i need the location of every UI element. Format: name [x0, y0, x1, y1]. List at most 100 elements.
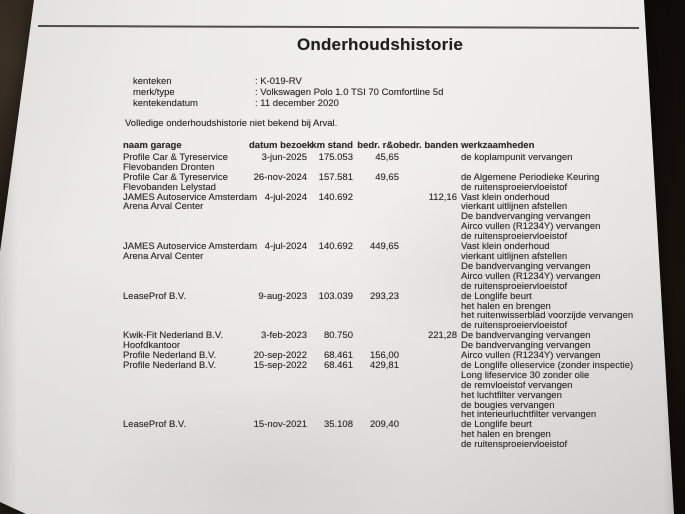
amount-banden-cell: 221,28 [427, 330, 457, 342]
amount-ro-cell: 293,23 [369, 290, 399, 302]
werkzaamheden-item: Airco vullen (R1234Y) vervangen [461, 270, 601, 282]
werkzaamheden-item: de Longlife beurt [461, 290, 532, 302]
werkzaamheden-item: de Algemene Periodieke Keuring [461, 171, 600, 183]
werkzaamheden-item: Vast klein onderhoud [461, 191, 550, 203]
werkzaamheden-item: de koplampunit vervangen [461, 151, 573, 163]
table-row: Profile Nederland B.V. 15-sep-2022 68.46… [123, 361, 646, 420]
garage-cell: Profile Car & Tyreservice Flevobanden Le… [123, 171, 249, 193]
visit-date-cell: 3-jun-2025 [261, 151, 307, 163]
garage-name-line1: Profile Nederland B.V. [123, 359, 217, 371]
top-rule-line [37, 25, 640, 29]
table-row: Kwik-Fit Nederland B.V. Hoofdkantoor 3-f… [123, 331, 646, 351]
field-label: merk/type [133, 86, 175, 98]
werkzaamheden-item: vierkant uitlijnen afstellen [461, 201, 568, 213]
field-label: kenteken [133, 76, 172, 87]
werkzaamheden-item: De bandvervanging vervangen [461, 330, 591, 342]
werkzaamheden-item: Vast klein onderhoud [461, 241, 550, 253]
odometer-cell: 140.692 [318, 191, 353, 203]
vehicle-field-row: kentekendatum : 11 december 2020 [133, 97, 443, 110]
werkzaamheden-item: Airco vullen (R1234Y) vervangen [461, 221, 601, 233]
werkzaamheden-item: de ruitensproeiervloeistof [461, 439, 568, 451]
garage-cell: Profile Nederland B.V. [123, 361, 249, 371]
garage-cell: LeaseProf B.V. [123, 420, 249, 430]
field-label: kentekendatum [133, 97, 198, 109]
garage-cell: JAMES Autoservice Amsterdam Arena Arval … [123, 192, 257, 213]
garage-name-line2: Hoofdkantoor [123, 340, 181, 352]
field-value: : Volkswagen Polo 1.0 TSI 70 Comfortline… [255, 86, 444, 98]
werkzaamheden-cell: De bandvervanging vervangen De bandvervan… [457, 331, 646, 351]
amount-ro-cell: 449,65 [369, 241, 399, 253]
werkzaamheden-item: de ruitensproeiervloeistof [461, 320, 568, 332]
vehicle-info: kenteken : K-019-RV merk/type : Volkswag… [133, 76, 444, 110]
garage-cell: Profile Nederland B.V. [123, 351, 249, 361]
werkzaamheden-item: het halen en brengen [461, 300, 551, 312]
garage-name-line2: Arena Arval Center [123, 201, 204, 213]
header-km-stand: km stand [311, 140, 353, 151]
werkzaamheden-item: vierkant uitlijnen afstellen [461, 250, 568, 262]
amount-ro-cell: 156,00 [369, 350, 399, 362]
visit-date-cell: 9-aug-2023 [258, 290, 307, 302]
table-header-row: naam garage datum bezoek km stand bedr. … [123, 141, 646, 151]
amount-banden-cell: 112,16 [428, 191, 457, 203]
table-row: JAMES Autoservice Amsterdam Arena Arval … [123, 242, 646, 292]
garage-cell: JAMES Autoservice Amsterdam Arena Arval … [123, 241, 258, 262]
table-row: LeaseProf B.V. 15-nov-2021 35.108 209,40… [123, 420, 646, 450]
werkzaamheden-item: de bougies vervangen [461, 399, 555, 411]
amount-ro-cell: 429,81 [369, 359, 399, 371]
maintenance-table: naam garage datum bezoek km stand bedr. … [123, 141, 646, 450]
odometer-cell: 35.108 [323, 419, 353, 431]
garage-name-line2: Flevobanden Lelystad [123, 181, 216, 193]
amount-ro-cell: 45,65 [375, 151, 399, 163]
garage-cell: LeaseProf B.V. [123, 290, 249, 302]
werkzaamheden-item: de remvloeistof vervangen [461, 379, 573, 391]
amount-ro-cell: 209,40 [369, 419, 399, 431]
odometer-cell: 68.461 [323, 359, 353, 371]
table-body: Profile Car & Tyreservice Flevobanden Dr… [123, 153, 646, 450]
header-werkzaamheden: werkzaamheden [461, 140, 535, 151]
amount-ro-cell: 49,65 [375, 171, 399, 183]
odometer-cell: 68.461 [323, 350, 353, 362]
visit-date-cell: 4-jul-2024 [264, 241, 307, 253]
garage-name-line2: Flevobanden Dronten [123, 161, 215, 173]
werkzaamheden-item: de Longlife olieservice (zonder inspecti… [461, 359, 634, 371]
werkzaamheden-cell: de koplampunit vervangen [457, 153, 646, 163]
werkzaamheden-item: het ruitenwisserblad voorzijde vervangen [461, 310, 634, 322]
table-row: Profile Car & Tyreservice Flevobanden Dr… [123, 153, 646, 173]
vehicle-field-row: kenteken : K-019-RV [133, 76, 443, 88]
header-datum-bezoek: datum bezoek [249, 140, 313, 151]
werkzaamheden-item: het luchtfilter vervangen [461, 389, 562, 401]
note-text: Volledige onderhoudshistorie niet bekend… [125, 118, 338, 129]
vehicle-field-row: merk/type : Volkswagen Polo 1.0 TSI 70 C… [133, 86, 444, 99]
werkzaamheden-cell: de Longlife olieservice (zonder inspecti… [457, 361, 646, 420]
visit-date-cell: 3-feb-2023 [261, 330, 307, 342]
werkzaamheden-cell: de Longlife beurt het halen en brengen het… [457, 290, 646, 332]
werkzaamheden-item: de ruitensproeiervloeistof [461, 231, 568, 243]
garage-name-line1: JAMES Autoservice Amsterdam [123, 241, 258, 253]
garage-name-line1: LeaseProf B.V. [123, 290, 187, 302]
werkzaamheden-item: Long lifeservice 30 zonder olie [461, 369, 590, 381]
werkzaamheden-item: de ruitensproeiervloeistof [461, 181, 568, 193]
werkzaamheden-cell: Airco vullen (R1234Y) vervangen [457, 351, 646, 361]
document-title: Onderhoudshistorie [296, 35, 464, 54]
werkzaamheden-item: Airco vullen (R1234Y) vervangen [461, 350, 601, 362]
werkzaamheden-item: de Longlife beurt [461, 419, 532, 431]
table-row: JAMES Autoservice Amsterdam Arena Arval … [123, 191, 646, 243]
werkzaamheden-item: De bandvervanging vervangen [461, 211, 591, 223]
visit-date-cell: 4-jul-2024 [264, 191, 307, 203]
garage-name-line1: Kwik-Fit Nederland B.V. [123, 330, 223, 342]
werkzaamheden-item: De bandvervanging vervangen [461, 340, 591, 352]
header-bedr-ro: bedr. r&o [357, 140, 399, 151]
garage-name-line1: Profile Car & Tyreservice [123, 171, 228, 183]
visit-date-cell: 20-sep-2022 [253, 350, 307, 362]
werkzaamheden-item: het interieurluchtfilter vervangen [461, 409, 597, 421]
header-naam-garage: naam garage [123, 140, 182, 151]
header-bedr-banden: bedr. banden [399, 140, 459, 151]
visit-date-cell: 15-sep-2022 [253, 359, 307, 371]
table-row: Profile Nederland B.V. 20-sep-2022 68.46… [123, 351, 646, 361]
garage-name-line1: Profile Nederland B.V. [123, 350, 217, 362]
visit-date-cell: 26-nov-2024 [253, 171, 307, 183]
werkzaamheden-cell: de Longlife beurt het halen en brengen de … [457, 420, 646, 450]
